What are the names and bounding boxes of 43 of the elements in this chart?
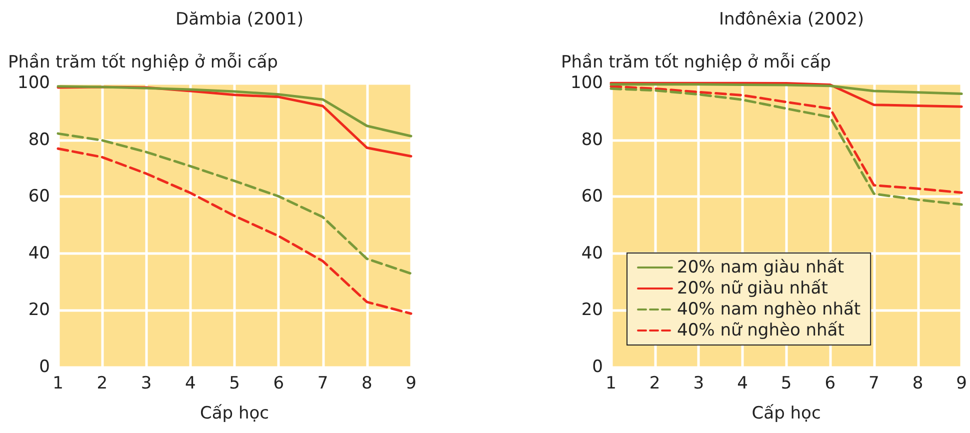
x-tick-label: 3	[140, 374, 152, 394]
x-tick-label: 4	[737, 374, 748, 394]
x-tick-label: 7	[317, 374, 328, 394]
x-tick-label: 5	[229, 374, 240, 394]
x-tick-label: 7	[868, 374, 880, 394]
x-tick-label: 9	[956, 374, 968, 394]
y-tick-label: 40	[28, 243, 50, 264]
x-tick-label: 8	[912, 374, 924, 394]
y-tick-label: 100	[570, 73, 603, 93]
x-axis-title: Cấp học	[752, 404, 821, 424]
y-tick-label: 20	[28, 300, 50, 320]
y-tick-label: 80	[581, 130, 603, 150]
line-series	[56, 147, 412, 315]
legend-label: 20% nam giàu nhất	[677, 258, 844, 278]
x-tick-label: 6	[824, 374, 836, 394]
x-tick-label: 1	[606, 374, 616, 394]
y-tick-label: 0	[39, 357, 50, 377]
x-tick-label: 9	[406, 374, 416, 394]
x-tick-label: 4	[184, 374, 196, 394]
chart-title: Dămbia (2001)	[176, 10, 304, 30]
x-tick-label: 2	[649, 374, 660, 394]
chart-title: Inđônêxia (2002)	[718, 10, 864, 30]
y-tick-label: 60	[581, 186, 603, 207]
legend-label: 20% nữ giàu nhất	[677, 278, 828, 298]
y-tick-label: 0	[592, 357, 603, 377]
legend-label: 40% nữ nghèo nhất	[677, 320, 845, 340]
y-tick-label: 80	[28, 130, 50, 150]
y-tick-label: 100	[18, 73, 50, 93]
x-tick-label: 3	[693, 374, 704, 394]
y-tick-label: 40	[581, 243, 603, 264]
line-series	[56, 85, 412, 138]
x-tick-label: 8	[361, 374, 372, 394]
y-axis-title: Phần trăm tốt nghiệp ở mỗi cấp	[561, 52, 831, 72]
x-tick-label: 5	[780, 374, 792, 394]
x-tick-label: 1	[52, 374, 64, 394]
y-tick-label: 60	[28, 186, 50, 207]
x-tick-label: 6	[273, 374, 284, 394]
x-tick-label: 2	[96, 374, 108, 394]
legend-label: 40% nam nghèo nhất	[677, 300, 861, 320]
x-axis-title: Cấp học	[200, 404, 270, 424]
y-tick-label: 20	[581, 300, 603, 320]
y-axis-title: Phần trăm tốt nghiệp ở mỗi cấp	[8, 52, 278, 72]
line-series	[56, 132, 412, 275]
